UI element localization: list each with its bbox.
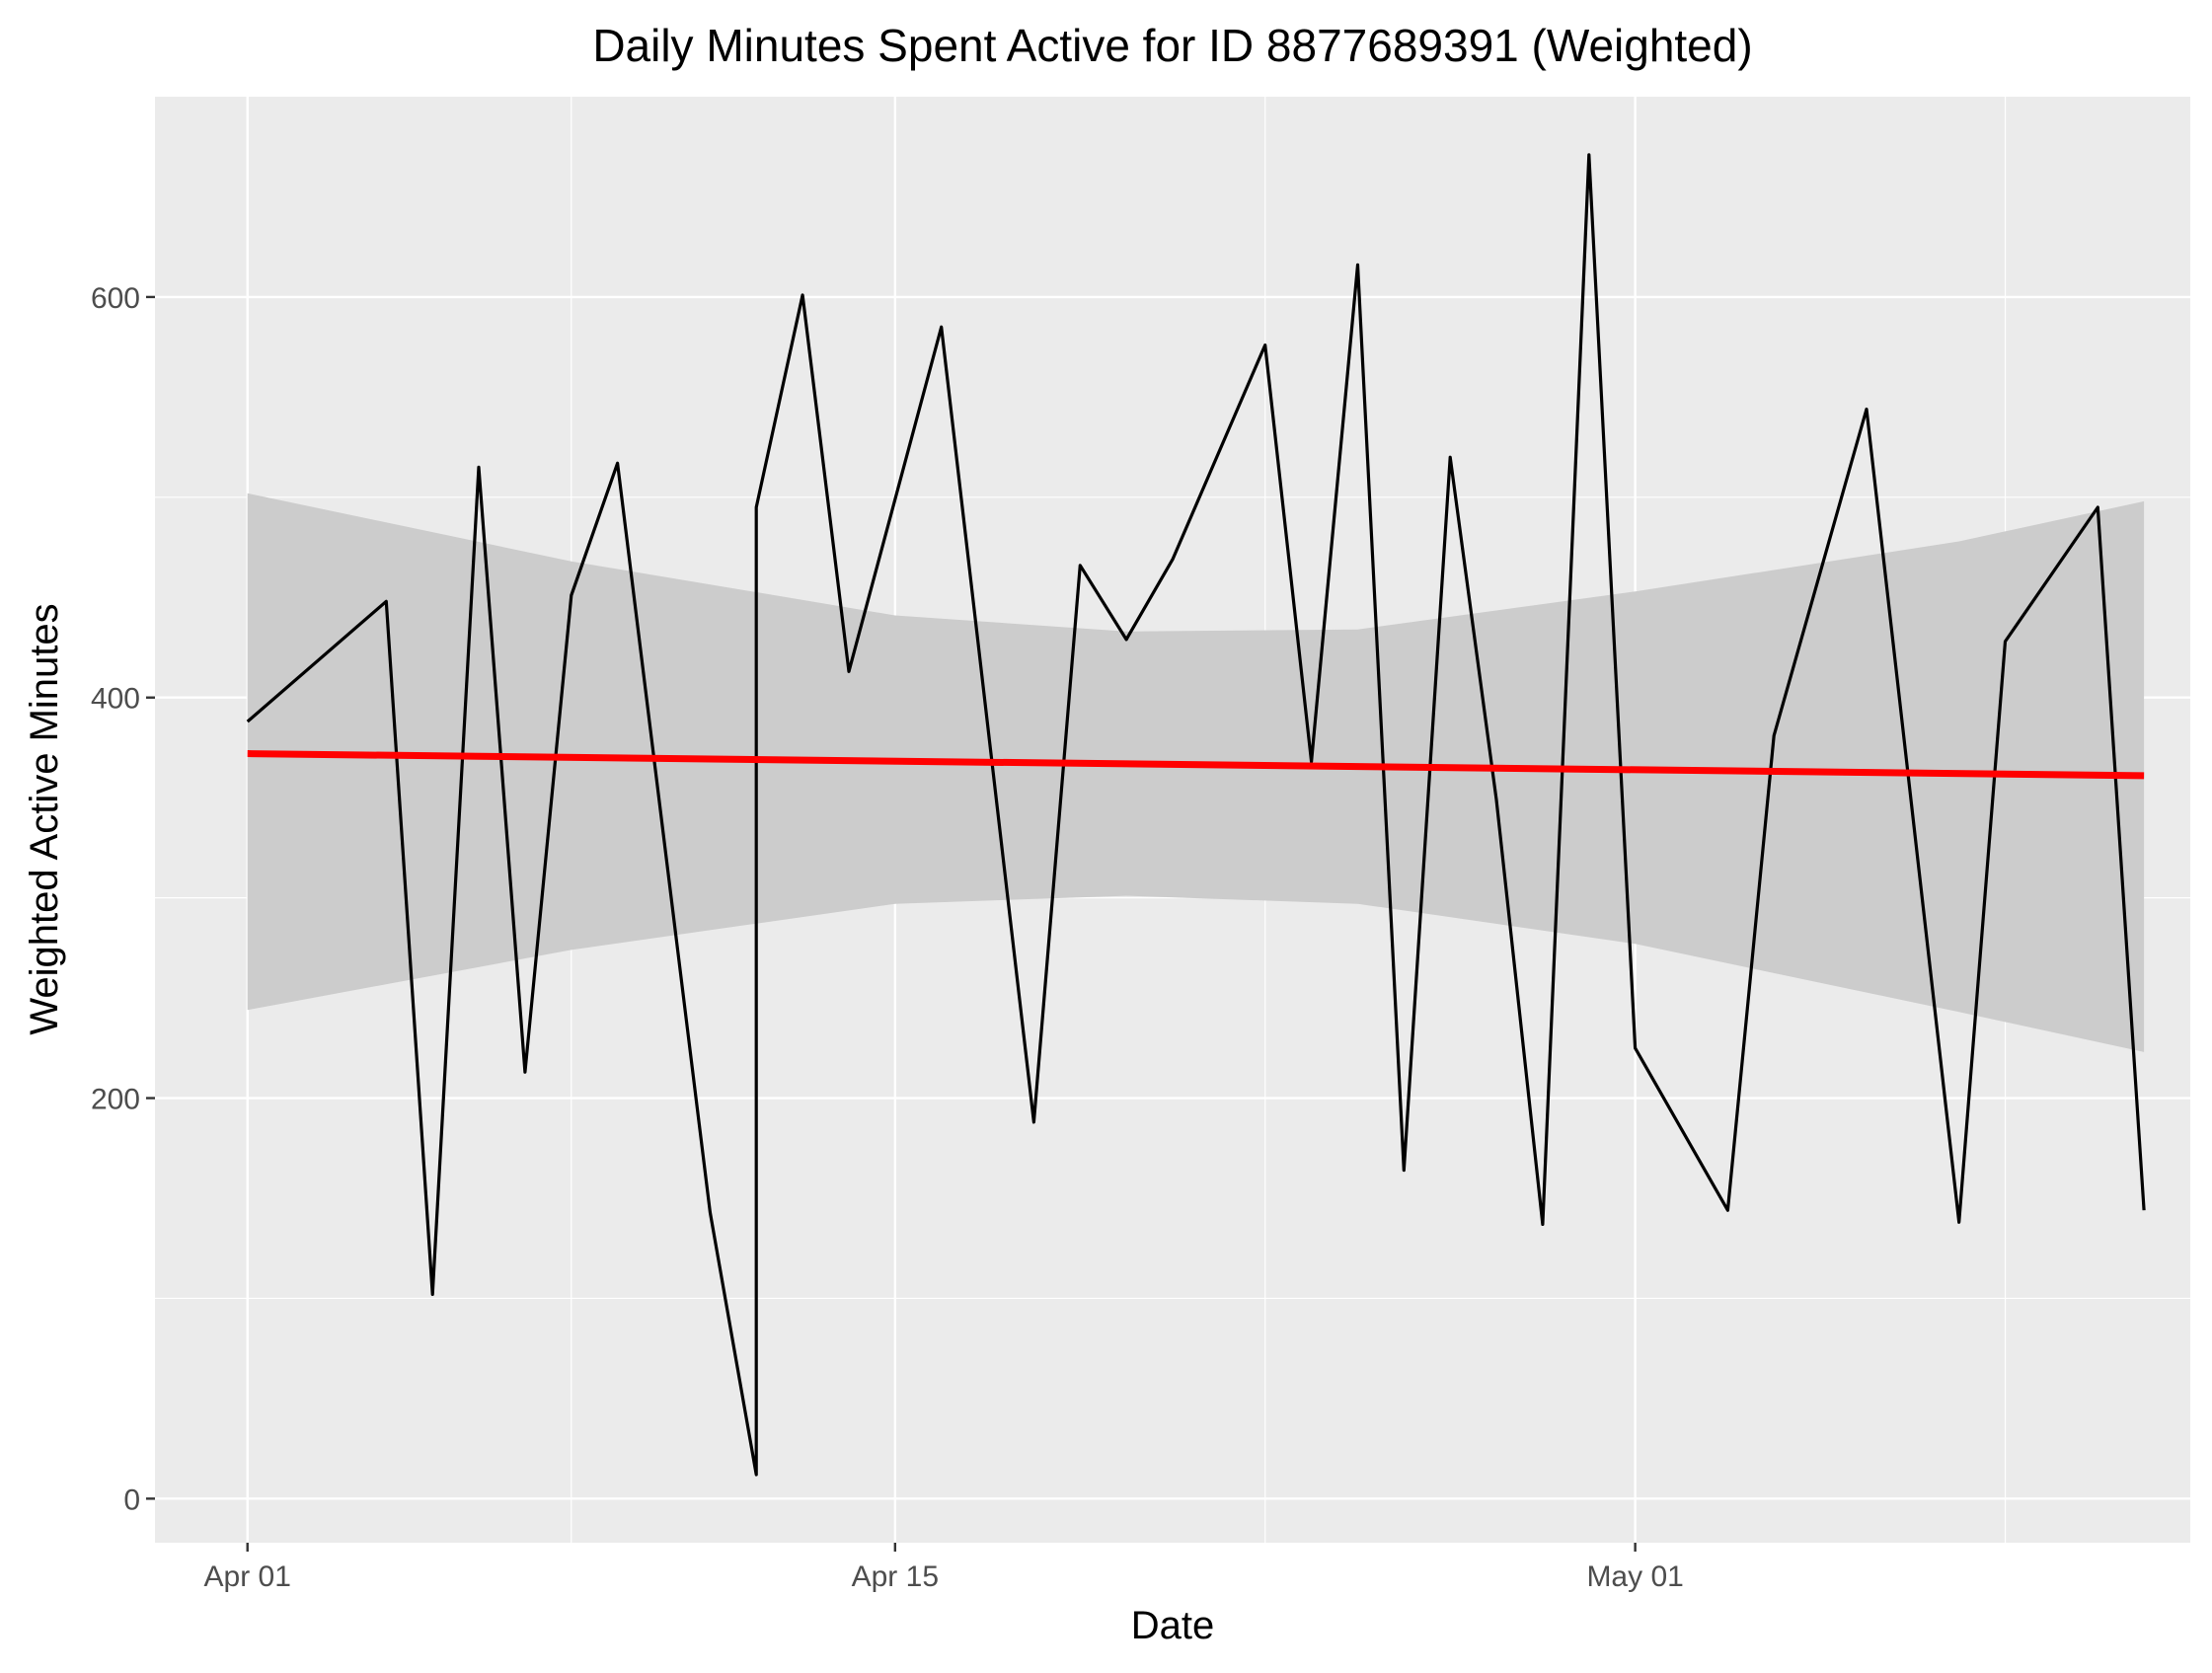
y-tick-label: 200	[91, 1084, 140, 1116]
y-tick-label: 0	[123, 1483, 140, 1516]
y-tick-label: 600	[91, 282, 140, 315]
confidence-band	[247, 493, 2145, 1052]
axes: 0 200 400 600 Apr 01 Apr 15 May 01	[91, 282, 1684, 1593]
trend-line	[247, 750, 2145, 780]
series-line	[246, 153, 2146, 1477]
x-axis-title: Date	[1131, 1604, 1215, 1647]
y-axis-title: Weighted Active Minutes	[23, 603, 66, 1034]
x-tick-label: Apr 01	[204, 1560, 291, 1593]
y-tick-label: 400	[91, 683, 140, 716]
x-tick-label: Apr 15	[852, 1560, 939, 1593]
x-tick-label: May 01	[1586, 1560, 1683, 1593]
chart-title: Daily Minutes Spent Active for ID 887768…	[592, 20, 1752, 71]
